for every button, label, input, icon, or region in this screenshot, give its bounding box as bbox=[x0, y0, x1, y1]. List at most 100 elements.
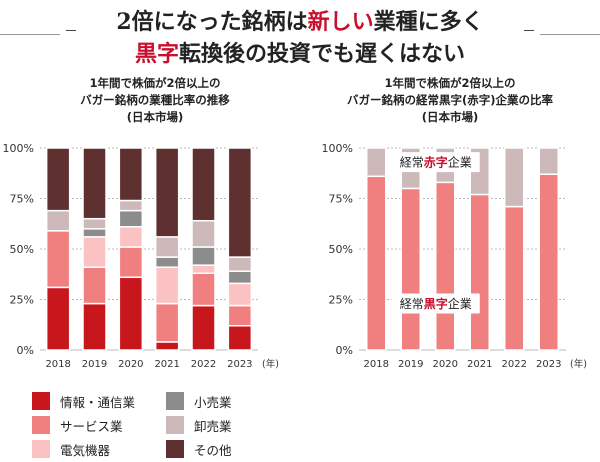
legend-swatch-retail bbox=[166, 392, 184, 410]
chart1-xtick-label: 2023 bbox=[227, 359, 252, 370]
chart1-bar-retail-2022 bbox=[191, 246, 216, 266]
chart2-ytick-label: 0% bbox=[336, 344, 353, 357]
chart2-annotation-part: 企業 bbox=[448, 296, 472, 311]
legend-swatch-elec bbox=[32, 440, 50, 458]
chart1-bar-wholesale-2018 bbox=[45, 209, 71, 232]
chart2-title-line-1: 1年間で株価が2倍以上の bbox=[384, 76, 516, 90]
chart2-bar-red_loss-2022 bbox=[504, 147, 525, 208]
chart2-bar-black_profit-2021 bbox=[469, 193, 490, 351]
chart2-svg: 0% 25% 50% 75% 100% 2018 2019 2020 2021 2022 2023 (… bbox=[322, 142, 587, 370]
chart2-annotation-part: 黒字 bbox=[424, 296, 448, 311]
chart1-bar-retail-2023 bbox=[227, 270, 253, 285]
headline-tick-right bbox=[524, 30, 534, 31]
chart2-annotation-part: 赤字 bbox=[424, 155, 448, 170]
headline-tick-left bbox=[66, 30, 76, 31]
chart1-bar-service-2022 bbox=[191, 272, 216, 307]
chart1-bar-elec-2021 bbox=[154, 266, 180, 305]
chart1-bar-other-2018 bbox=[45, 147, 71, 212]
chart1-ytick-label: 75% bbox=[10, 193, 34, 206]
chart1-bar-elec-2019 bbox=[82, 236, 107, 268]
chart2-xtick-label: 2019 bbox=[398, 359, 423, 370]
chart2-title-line-2: バガー銘柄の経常黒字(赤字)企業の比率 bbox=[346, 93, 553, 107]
chart1-title-line-3: (日本市場) bbox=[126, 110, 184, 124]
chart1-title-line-2: バガー銘柄の業種比率の推移 bbox=[80, 93, 230, 107]
chart2-ytick-label: 50% bbox=[329, 243, 353, 256]
chart2-annotation-0: 経常赤字企業 bbox=[391, 152, 480, 173]
chart1-ytick-label: 100% bbox=[3, 142, 34, 155]
legend-swatch-service bbox=[32, 416, 50, 434]
chart1-bar-wholesale-2022 bbox=[191, 219, 216, 248]
chart2-bar-black_profit-2020 bbox=[435, 181, 456, 351]
chart1-xtick-label: 2019 bbox=[82, 359, 107, 370]
chart2-annotation-part: 企業 bbox=[448, 155, 472, 170]
chart1-xtick-label: 2021 bbox=[154, 359, 179, 370]
legend-item-elec: 電気機器 bbox=[32, 438, 110, 460]
chart1-bar-wholesale-2023 bbox=[227, 256, 253, 272]
chart2-bar-black_profit-2018 bbox=[366, 175, 387, 351]
legend-label-wholesale: 卸売業 bbox=[194, 418, 232, 434]
legend-label-retail: 小売業 bbox=[194, 394, 232, 410]
chart1-bar-service-2019 bbox=[82, 266, 107, 305]
chart1-bar-other-2022 bbox=[191, 147, 216, 222]
chart2-annotation-box bbox=[391, 152, 480, 173]
chart1-ytick-label: 50% bbox=[10, 243, 34, 256]
chart1-bar-service-2020 bbox=[118, 246, 144, 279]
legend-swatch-wholesale bbox=[166, 416, 184, 434]
chart2-annotation-part: 経常 bbox=[400, 156, 424, 170]
chart2-title-line-3: (日本市場) bbox=[421, 110, 479, 124]
chart2-xtick-label: 2022 bbox=[502, 359, 527, 370]
chart2-annotation-text: 経常黒字企業 bbox=[400, 296, 472, 311]
chart1-bar-service-2023 bbox=[227, 304, 253, 327]
chart1-bar-elec-2023 bbox=[227, 282, 253, 307]
chart2-title: 1年間で株価が2倍以上の バガー銘柄の経常黒字(赤字)企業の比率 (日本市場) bbox=[300, 75, 600, 126]
legend-label-other: その他 bbox=[194, 442, 232, 458]
legend-swatch-other bbox=[166, 440, 184, 458]
chart1-bar-retail-2019 bbox=[82, 228, 107, 238]
chart1-ytick-label: 0% bbox=[17, 344, 34, 357]
headline-text-2: 転換後の投資でも遅くはない bbox=[179, 41, 466, 67]
legend-label-service: サービス業 bbox=[60, 418, 123, 434]
legend-item-retail: 小売業 bbox=[166, 390, 232, 412]
chart1-title-line-1: 1年間で株価が2倍以上の bbox=[89, 76, 221, 90]
legend-item-service: サービス業 bbox=[32, 414, 123, 436]
chart1-bar-wholesale-2021 bbox=[154, 236, 180, 258]
chart1-bar-info-2022 bbox=[191, 304, 216, 351]
headline-rule-right bbox=[540, 34, 600, 35]
chart2-bar-black_profit-2022 bbox=[504, 205, 525, 351]
chart1-bar-retail-2020 bbox=[118, 209, 144, 228]
chart1-xtick-label: 2020 bbox=[118, 359, 143, 370]
legend-item-wholesale: 卸売業 bbox=[166, 414, 232, 436]
chart2-bar-black_profit-2019 bbox=[400, 187, 421, 351]
chart1-bar-wholesale-2020 bbox=[118, 199, 144, 212]
chart1-xtick-label: 2022 bbox=[191, 359, 216, 370]
headline-text-1a: 2倍になった銘柄は bbox=[116, 9, 308, 35]
chart1-bar-info-2021 bbox=[154, 341, 180, 351]
chart1-bar-info-2019 bbox=[82, 302, 107, 351]
chart2-ytick-label: 25% bbox=[329, 294, 353, 307]
chart1-bar-elec-2022 bbox=[191, 264, 216, 274]
legend-swatch-info bbox=[32, 392, 50, 410]
chart1-bar-retail-2021 bbox=[154, 256, 180, 268]
chart1-bar-other-2023 bbox=[227, 147, 253, 258]
headline-line-2: 黒字転換後の投資でも遅くはない bbox=[0, 36, 600, 68]
legend: 情報・通信業 サービス業 電気機器 小売業 卸売業 その他 bbox=[0, 386, 600, 462]
chart2-ytick-label: 100% bbox=[322, 142, 353, 155]
chart1-xtick-label: 2018 bbox=[45, 359, 70, 370]
chart1-bar-other-2019 bbox=[82, 147, 107, 220]
headline-line-1: 2倍になった銘柄は新しい業種に多く bbox=[0, 4, 600, 36]
chart2-annotation-part: 経常 bbox=[400, 297, 424, 311]
chart2-x-unit: (年) bbox=[570, 358, 587, 370]
chart1-bar-service-2018 bbox=[45, 230, 71, 289]
legend-item-other: その他 bbox=[166, 438, 232, 460]
legend-label-elec: 電気機器 bbox=[60, 442, 111, 458]
chart2-bar-red_loss-2023 bbox=[538, 147, 559, 176]
headline: 2倍になった銘柄は新しい業種に多く 黒字転換後の投資でも遅くはない bbox=[0, 0, 600, 70]
chart1-bar-other-2021 bbox=[154, 147, 180, 238]
chart2-xtick-label: 2021 bbox=[467, 359, 492, 370]
chart2-annotation-box bbox=[391, 293, 480, 314]
chart1-ytick-label: 25% bbox=[10, 294, 34, 307]
chart1-title: 1年間で株価が2倍以上の バガー銘柄の業種比率の推移 (日本市場) bbox=[10, 75, 300, 126]
legend-label-info: 情報・通信業 bbox=[60, 394, 136, 410]
chart2-xtick-label: 2023 bbox=[536, 359, 561, 370]
chart1-bar-info-2018 bbox=[45, 286, 71, 351]
